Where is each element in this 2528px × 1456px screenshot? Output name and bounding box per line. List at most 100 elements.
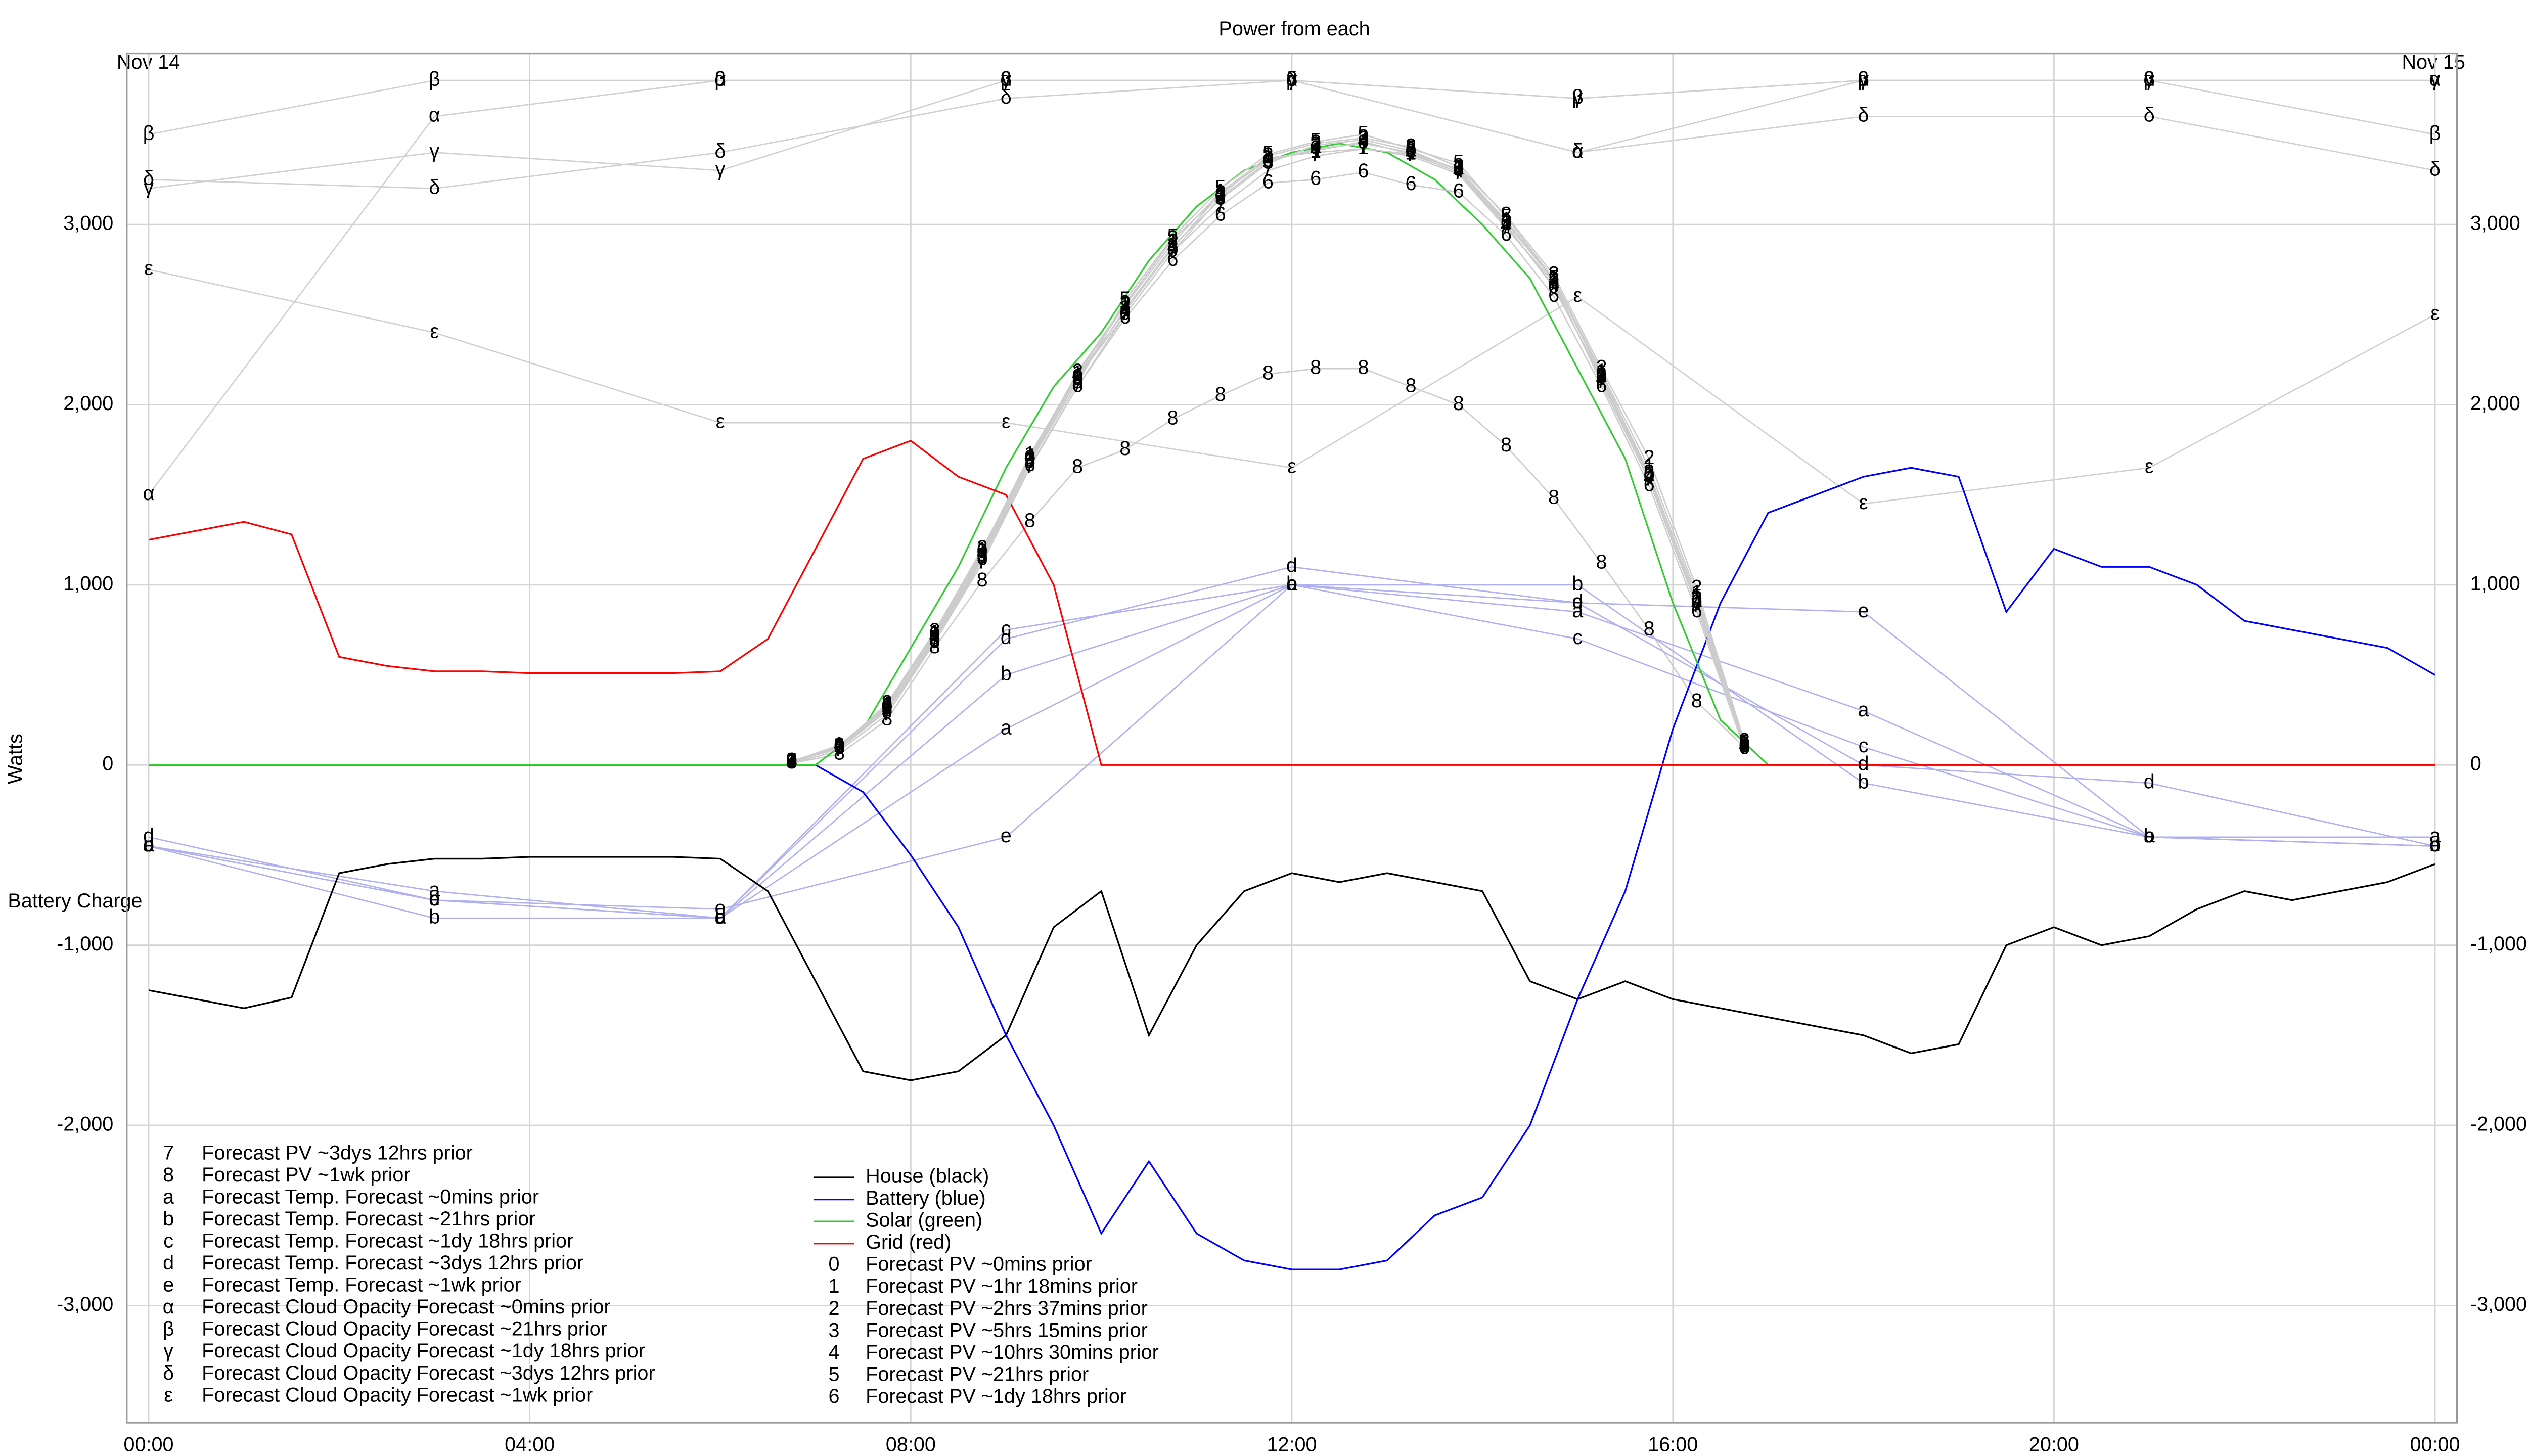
forecast-marker: c (429, 888, 439, 910)
legend-marker: α (163, 1296, 174, 1318)
forecast-marker: 5 (1072, 371, 1083, 393)
legend-label: Forecast Cloud Opacity Forecast ~3dys 12… (202, 1362, 655, 1384)
legend-label: Forecast Temp. Forecast ~21hrs prior (202, 1208, 535, 1230)
y-tick-label: -1,000 (57, 933, 113, 955)
forecast-marker: 6 (1024, 453, 1035, 476)
legend-marker: 4 (828, 1341, 839, 1363)
forecast-marker: 8 (1072, 456, 1083, 478)
forecast-marker: c (144, 834, 154, 856)
forecast-marker: 5 (929, 628, 940, 651)
forecast-marker: 4 (1024, 444, 1035, 467)
forecast-line (791, 171, 1745, 762)
forecast-marker: 7 (1739, 737, 1750, 759)
forecast-marker: 2 (786, 749, 797, 771)
forecast-marker: d (1001, 626, 1012, 649)
forecast-marker: 3 (1501, 210, 1512, 233)
forecast-marker: 4 (1691, 593, 1702, 615)
forecast-marker: 1 (1310, 140, 1321, 162)
forecast-marker: 4 (1501, 214, 1512, 236)
forecast-marker: 1 (1453, 156, 1464, 178)
forecast-marker: 6 (1358, 160, 1369, 182)
forecast-marker: a (715, 906, 727, 928)
forecast-line (149, 79, 2435, 190)
forecast-marker: α (2143, 68, 2155, 90)
forecast-marker: b (1858, 770, 1869, 793)
forecast-marker: 1 (1167, 230, 1179, 252)
forecast-marker: 6 (1596, 374, 1607, 396)
forecast-marker: 4 (1453, 160, 1464, 182)
forecast-marker: d (429, 888, 440, 910)
forecast-marker: β (1858, 68, 1869, 90)
forecast-marker: 7 (1024, 456, 1035, 478)
forecast-marker: 4 (1215, 181, 1226, 204)
forecast-marker: 0 (1119, 302, 1131, 325)
forecast-marker: δ (2144, 104, 2155, 126)
legend-marker: d (163, 1252, 174, 1274)
forecast-marker: α (714, 68, 726, 90)
forecast-marker: 2 (1548, 262, 1559, 285)
forecast-marker: b (1286, 572, 1297, 595)
forecast-marker: α (1286, 68, 1298, 90)
forecast-marker: 4 (1358, 129, 1369, 152)
forecast-marker: 8 (1596, 551, 1607, 573)
forecast-marker: 6 (1119, 306, 1131, 328)
forecast-marker: 6 (1644, 473, 1655, 495)
legend-label: Forecast PV ~10hrs 30mins prior (866, 1341, 1159, 1363)
forecast-marker: 1 (1644, 456, 1655, 478)
forecast-line (148, 268, 2435, 505)
forecast-marker: α (143, 482, 155, 505)
forecast-marker: 3 (1215, 187, 1226, 209)
legend-label: Forecast PV ~21hrs prior (866, 1363, 1089, 1385)
forecast-marker: 1 (1358, 136, 1369, 159)
forecast-marker: d (2429, 834, 2441, 856)
forecast-marker: 1 (1215, 179, 1226, 202)
forecast-marker: 2 (977, 536, 988, 559)
forecast-marker: c (715, 906, 726, 928)
forecast-marker: β (714, 68, 726, 90)
forecast-marker: 6 (1215, 203, 1226, 225)
forecast-marker: 0 (834, 735, 845, 757)
forecast-marker: δ (143, 167, 154, 189)
forecast-line (791, 133, 1745, 762)
forecast-marker: 3 (834, 736, 845, 758)
forecast-marker: γ (1287, 68, 1297, 90)
forecast-marker: 4 (1072, 363, 1083, 386)
forecast-marker: 0 (1548, 275, 1559, 297)
forecast-marker: 3 (1691, 587, 1702, 609)
forecast-marker: 0 (1453, 158, 1464, 180)
forecast-marker: 4 (1548, 274, 1559, 296)
forecast-marker: a (1858, 699, 1870, 721)
forecast-marker: 7 (1453, 162, 1464, 184)
forecast-marker: e (1858, 600, 1869, 622)
y-tick-label: -2,000 (57, 1113, 113, 1135)
forecast-marker: 8 (1024, 510, 1035, 532)
forecast-marker: e (143, 834, 154, 856)
forecast-marker: 8 (1406, 374, 1417, 396)
secondary-label: Battery Charge (8, 890, 142, 912)
forecast-marker: 6 (1501, 223, 1512, 245)
forecast-marker: γ (1001, 68, 1011, 90)
forecast-marker: 7 (881, 702, 892, 724)
forecast-marker: 1 (1024, 443, 1035, 465)
forecast-marker: b (143, 834, 154, 856)
forecast-marker: 2 (1262, 144, 1274, 166)
forecast-marker: e (2429, 834, 2441, 856)
forecast-marker: 8 (1215, 383, 1226, 405)
legend-marker: 0 (828, 1253, 839, 1276)
y-tick-label: -3,000 (57, 1293, 113, 1315)
forecast-marker: 3 (1358, 127, 1369, 150)
forecast-marker: 5 (1453, 151, 1464, 173)
forecast-marker: ε (430, 320, 439, 342)
forecast-marker: 6 (1453, 179, 1464, 202)
forecast-marker: 8 (1358, 356, 1369, 379)
forecast-marker: 8 (786, 751, 797, 773)
forecast-marker: β (1000, 68, 1012, 90)
legend-marker: 6 (828, 1385, 839, 1407)
series-line (148, 439, 2435, 766)
forecast-marker: 2 (1167, 226, 1179, 249)
forecast-marker: a (1572, 600, 1584, 622)
forecast-marker: 5 (1501, 205, 1512, 227)
legend-label: Forecast Cloud Opacity Forecast ~21hrs p… (202, 1318, 607, 1340)
